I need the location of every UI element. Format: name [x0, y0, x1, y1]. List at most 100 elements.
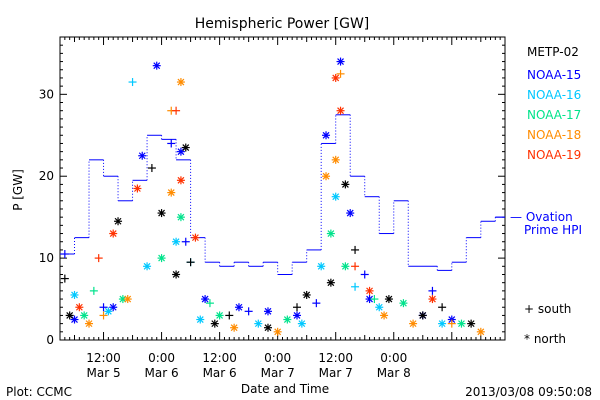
- y-tick-label: 10: [39, 251, 54, 265]
- noaa-15-south-point: [312, 299, 321, 308]
- noaa-15-north-point: [234, 303, 243, 312]
- noaa-16-north-point: [172, 237, 181, 246]
- metp-02-north-point: [65, 311, 74, 320]
- legend-entry: NOAA-15: [527, 68, 581, 82]
- metp-02-south-point: [225, 311, 234, 320]
- metp-02-north-point: [181, 143, 190, 152]
- legend-entry: NOAA-17: [527, 108, 581, 122]
- y-tick-label: 20: [39, 169, 54, 183]
- noaa-15-south-point: [360, 270, 369, 279]
- noaa-18-north-point: [167, 188, 176, 197]
- legend-title: METP-02: [527, 45, 579, 59]
- metp-02-north-point: [210, 319, 219, 328]
- noaa-17-north-point: [283, 315, 292, 324]
- noaa-18-north-point: [331, 155, 340, 164]
- noaa-19-north-point: [109, 229, 118, 238]
- noaa-19-north-point: [331, 73, 340, 82]
- metp-02-south-point: [438, 303, 447, 312]
- noaa-16-south-point: [128, 78, 137, 87]
- metp-02-south-point: [351, 245, 360, 254]
- legend-south-label: + south: [524, 302, 571, 316]
- metp-02-north-point: [418, 311, 427, 320]
- x-tick-label: 12:00: [202, 351, 237, 365]
- legend-entry: NOAA-19: [527, 148, 581, 162]
- x-tick-label: 0:00: [148, 351, 175, 365]
- noaa-18-north-point: [380, 311, 389, 320]
- legend-ovation-label-line1: — Ovation: [510, 210, 573, 224]
- footer-source: Plot: CCMC: [6, 385, 72, 399]
- noaa-15-north-point: [346, 209, 355, 218]
- noaa-16-north-point: [143, 262, 152, 271]
- noaa-18-north-point: [322, 172, 331, 181]
- noaa-16-south-point: [351, 282, 360, 291]
- metp-02-north-point: [172, 270, 181, 279]
- x-tick-label: 12:00: [318, 351, 353, 365]
- noaa-16-north-point: [317, 262, 326, 271]
- noaa-15-north-point: [201, 295, 210, 304]
- metp-02-south-point: [147, 164, 156, 173]
- noaa-19-south-point: [351, 262, 360, 271]
- noaa-19-north-point: [133, 184, 142, 193]
- noaa-17-north-point: [215, 311, 224, 320]
- noaa-16-north-point: [331, 192, 340, 201]
- noaa-15-south-point: [244, 307, 253, 316]
- noaa-18-north-point: [176, 78, 185, 87]
- noaa-15-south-point: [99, 303, 108, 312]
- x-tick-date-label: Mar 7: [261, 366, 295, 380]
- plot-frame: [59, 36, 506, 341]
- legend-north-label: * north: [524, 332, 566, 346]
- noaa-19-north-point: [336, 106, 345, 115]
- noaa-17-north-point: [341, 262, 350, 271]
- noaa-15-north-point: [447, 315, 456, 324]
- noaa-17-north-point: [176, 213, 185, 222]
- noaa-16-north-point: [196, 315, 205, 324]
- noaa-17-south-point: [370, 295, 379, 304]
- y-tick-label: 30: [39, 87, 54, 101]
- y-axis-label: P [GW]: [11, 169, 25, 211]
- noaa-19-north-point: [365, 286, 374, 295]
- x-tick-date-label: Mar 5: [86, 366, 120, 380]
- legend-ovation-label-line2: Prime HPI: [524, 223, 582, 237]
- noaa-18-south-point: [99, 311, 108, 320]
- noaa-15-north-point: [138, 151, 147, 160]
- metp-02-north-point: [263, 323, 272, 332]
- noaa-18-north-point: [230, 323, 239, 332]
- ovation-hpi-line: [60, 114, 505, 275]
- legend-entry: NOAA-16: [527, 88, 581, 102]
- metp-02-south-point: [293, 303, 302, 312]
- noaa-15-north-point: [293, 311, 302, 320]
- x-tick-date-label: Mar 6: [203, 366, 237, 380]
- noaa-19-north-point: [191, 233, 200, 242]
- x-tick-label: 0:00: [380, 351, 407, 365]
- noaa-17-north-point: [80, 311, 89, 320]
- x-tick-label: 12:00: [86, 351, 121, 365]
- noaa-19-south-point: [94, 254, 103, 263]
- noaa-15-north-point: [263, 307, 272, 316]
- noaa-15-north-point: [336, 57, 345, 66]
- noaa-18-north-point: [409, 319, 418, 328]
- y-tick-label: 0: [46, 333, 54, 347]
- x-tick-date-label: Mar 6: [145, 366, 179, 380]
- noaa-16-north-point: [297, 319, 306, 328]
- noaa-17-north-point: [457, 319, 466, 328]
- noaa-18-south-point: [336, 69, 345, 78]
- noaa-18-north-point: [476, 327, 485, 336]
- metp-02-south-point: [186, 258, 195, 267]
- noaa-16-north-point: [254, 319, 263, 328]
- noaa-15-north-point: [322, 131, 331, 140]
- noaa-19-north-point: [176, 176, 185, 185]
- noaa-18-north-point: [85, 319, 94, 328]
- metp-02-north-point: [467, 319, 476, 328]
- noaa-17-south-point: [205, 299, 214, 308]
- data-markers: [60, 57, 485, 336]
- legend: METP-02 NOAA-15 NOAA-16 NOAA-17 NOAA-18 NOAA…: [510, 45, 582, 346]
- x-tick-label: 0:00: [264, 351, 291, 365]
- noaa-15-south-point: [181, 237, 190, 246]
- x-axis-label: Date and Time: [241, 382, 329, 396]
- noaa-18-north-point: [273, 327, 282, 336]
- y-axis: 0 10 20 30: [39, 44, 505, 347]
- noaa-15-south-point: [428, 286, 437, 295]
- noaa-17-north-point: [326, 229, 335, 238]
